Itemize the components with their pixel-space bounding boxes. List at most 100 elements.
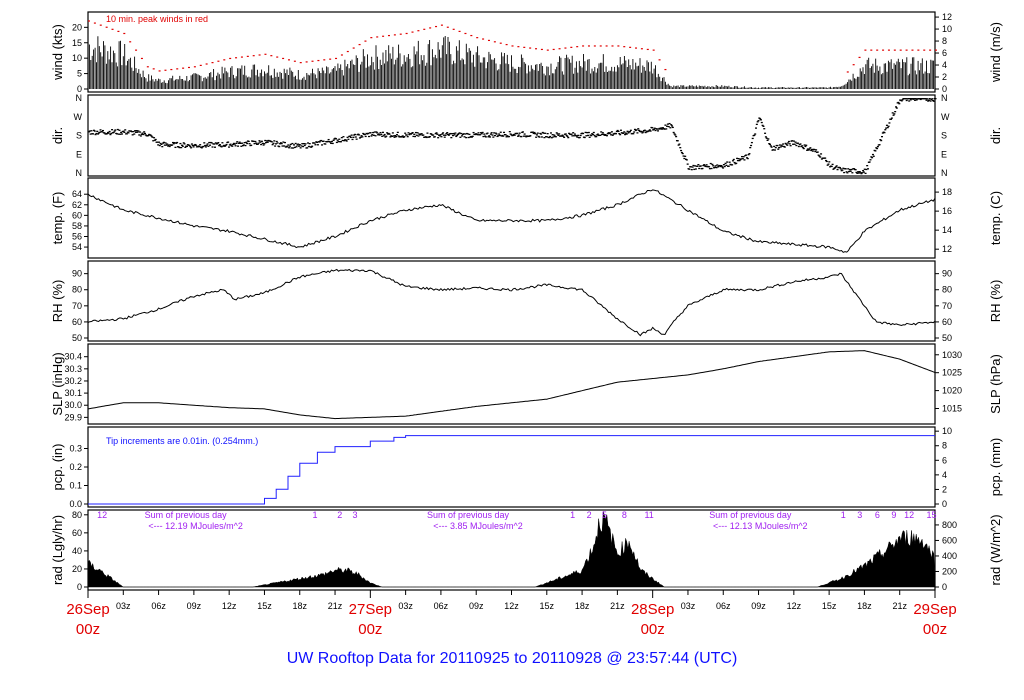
dir-point — [601, 133, 604, 136]
dir-point — [726, 161, 729, 163]
dir-point — [426, 132, 429, 134]
dir-point — [241, 144, 244, 147]
dir-point — [339, 141, 342, 143]
dir-point — [890, 117, 893, 119]
dir-point — [813, 148, 816, 151]
dir-point — [517, 135, 520, 137]
dir-point — [596, 134, 599, 136]
dir-point — [535, 136, 538, 138]
ytick-label: 0.2 — [69, 462, 82, 472]
rad-hour-mark: 1 — [841, 510, 846, 520]
slp-frame — [87, 343, 936, 425]
dir-point — [300, 145, 303, 147]
dir-point — [499, 131, 502, 133]
dir-point — [739, 158, 742, 161]
dir-point — [213, 143, 216, 145]
dir-point — [518, 132, 521, 134]
dir-point — [293, 144, 296, 146]
dir-point — [905, 99, 908, 102]
dir-point — [626, 130, 629, 132]
dir-point — [747, 154, 750, 156]
dir-point — [769, 143, 772, 146]
ytick-label: 62 — [72, 200, 82, 210]
dir-point — [291, 142, 294, 145]
dir-point — [388, 133, 391, 135]
peak-wind-mark — [517, 46, 520, 48]
peak-wind-mark — [346, 50, 349, 53]
dir-point — [321, 144, 324, 146]
ytick-label-right: W — [941, 112, 950, 122]
daily-sum-value: <--- 3.85 MJoules/m^2 — [433, 521, 523, 531]
dir-point — [617, 130, 620, 133]
dir-point — [422, 134, 425, 136]
dir-point — [180, 146, 183, 149]
dir-point — [247, 140, 250, 143]
dir-point — [599, 134, 602, 136]
dir-point — [495, 133, 498, 135]
dir-point — [699, 165, 702, 167]
dir-point — [428, 135, 431, 138]
dir-point — [124, 129, 127, 131]
ytick-label-right: 6 — [942, 455, 947, 465]
dir-point — [696, 165, 699, 167]
ytick-label: 0 — [77, 582, 82, 592]
dir-point — [308, 143, 311, 145]
dir-point — [841, 169, 844, 171]
dir-point — [670, 124, 673, 126]
dir-point — [855, 171, 858, 174]
dir-point — [211, 146, 214, 148]
ytick-label: 58 — [72, 221, 82, 231]
date-label: 29Sep — [913, 601, 956, 618]
dir-point — [382, 135, 385, 137]
xtick-label: 09z — [187, 601, 202, 611]
dir-point — [417, 135, 420, 137]
dir-point — [862, 171, 865, 173]
peak-wind-mark — [282, 57, 285, 60]
dir-point — [517, 134, 520, 136]
dir-point — [238, 141, 241, 143]
xtick-label: 15z — [540, 601, 555, 611]
dir-point — [545, 136, 548, 138]
peak-wind-mark — [882, 49, 885, 51]
daily-sum-label: Sum of previous day — [709, 510, 792, 520]
ytick-label: 30.3 — [64, 364, 82, 374]
dir-point — [379, 131, 382, 134]
dir-point — [907, 98, 910, 100]
peak-wind-mark — [193, 66, 196, 68]
dir-point — [165, 144, 168, 146]
dir-point — [591, 133, 594, 136]
dir-point — [913, 98, 916, 100]
dir-point — [349, 135, 352, 137]
dir-point — [343, 140, 346, 142]
peak-wind-mark — [935, 49, 937, 51]
pcp-note: Tip increments are 0.01in. (0.254mm.) — [106, 436, 258, 446]
dir-point — [205, 144, 208, 146]
dir-point — [592, 131, 595, 134]
dir-point — [536, 132, 539, 134]
peak-wind-mark — [611, 45, 614, 47]
peak-wind-mark — [487, 39, 490, 42]
dir-point — [192, 146, 195, 148]
dir-point — [107, 132, 110, 134]
dir-point — [200, 147, 203, 149]
dir-point — [844, 168, 847, 170]
dir-point — [274, 145, 277, 147]
dir-point — [93, 130, 96, 132]
rad-hour-mark: 11 — [644, 510, 653, 520]
dir-point — [383, 133, 386, 136]
peak-wind-mark — [564, 47, 567, 49]
dir-point — [414, 131, 417, 134]
dir-point — [680, 149, 683, 152]
daily-sum-value: <--- 12.13 MJoules/m^2 — [713, 521, 808, 531]
dir-point — [555, 132, 558, 134]
dir-point — [789, 145, 792, 147]
dir-point — [326, 140, 329, 143]
dir-point — [867, 168, 870, 170]
dir-point — [764, 136, 767, 138]
dir-point — [758, 117, 761, 119]
ytick-label-right: 60 — [942, 317, 952, 327]
peak-wind-mark — [899, 49, 902, 51]
dir-point — [885, 124, 888, 126]
dir-point — [573, 133, 576, 135]
dir-point — [881, 132, 884, 134]
